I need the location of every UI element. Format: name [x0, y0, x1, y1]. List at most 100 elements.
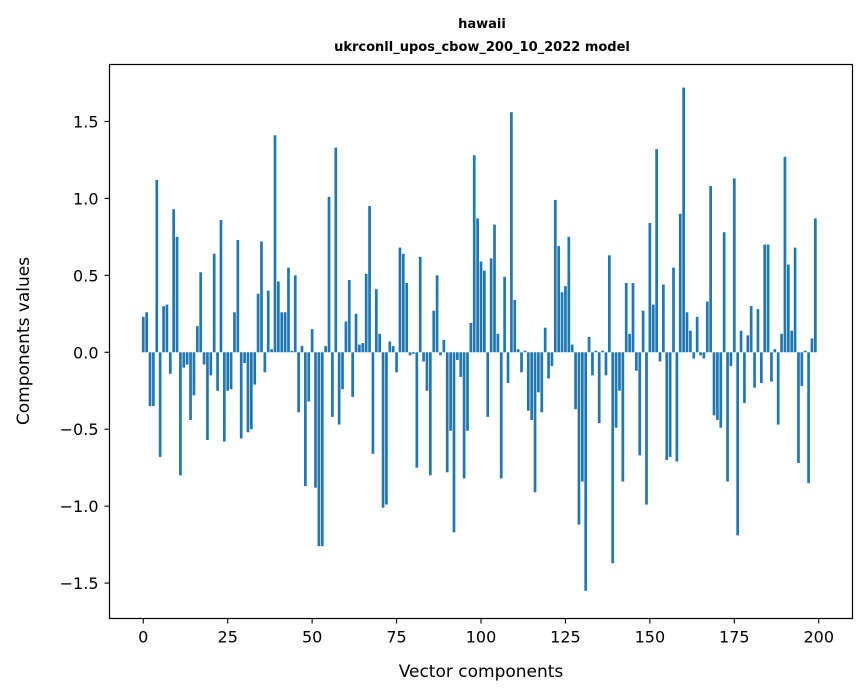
bar — [195, 326, 199, 353]
bar — [428, 352, 432, 476]
bar — [415, 352, 419, 468]
bar — [347, 279, 351, 353]
bar — [486, 352, 490, 417]
x-tick-label: 75 — [386, 628, 406, 647]
x-axis-ticks: 0 25 50 75 100 125 150 175 200 — [138, 618, 834, 647]
bar — [483, 270, 486, 353]
bar — [672, 267, 675, 353]
bar — [651, 304, 655, 353]
bar — [557, 246, 561, 353]
bar — [712, 352, 716, 416]
bar — [682, 87, 685, 353]
bar — [628, 333, 631, 353]
bar — [807, 352, 810, 484]
bar — [148, 352, 152, 407]
bar — [226, 352, 230, 391]
bar — [141, 316, 145, 353]
bar — [675, 352, 679, 462]
bar — [726, 352, 729, 482]
bar — [216, 352, 219, 391]
bar — [719, 352, 723, 428]
bar — [743, 352, 746, 404]
bar — [388, 341, 392, 353]
bar — [374, 289, 378, 353]
bar — [614, 352, 618, 428]
bar — [533, 352, 537, 493]
bar — [570, 344, 574, 353]
bar — [351, 352, 355, 397]
bar — [587, 336, 591, 353]
bar — [814, 218, 817, 353]
bar — [300, 346, 304, 353]
bar — [709, 186, 712, 353]
x-tick-label: 25 — [218, 628, 238, 647]
bar — [753, 352, 756, 388]
bar — [564, 286, 567, 353]
x-tick-label: 150 — [635, 628, 666, 647]
bar — [456, 352, 459, 360]
bar — [746, 335, 750, 353]
bar — [678, 213, 682, 353]
bar — [722, 232, 726, 353]
bar — [189, 352, 192, 420]
bar — [732, 178, 736, 353]
x-tick-label: 0 — [138, 628, 148, 647]
bar — [472, 155, 476, 353]
bar — [510, 112, 513, 353]
bar — [445, 352, 449, 473]
bar — [395, 352, 398, 373]
bar — [432, 310, 436, 353]
bar — [766, 244, 770, 353]
bar — [304, 352, 307, 487]
bar — [314, 352, 317, 488]
bar — [523, 350, 527, 353]
bar — [368, 206, 371, 353]
bar — [496, 333, 500, 353]
bar — [537, 352, 540, 393]
bar — [749, 306, 753, 353]
bar — [793, 247, 797, 353]
bar — [553, 199, 557, 353]
bar — [209, 352, 213, 376]
bar — [790, 330, 794, 353]
bar — [293, 275, 297, 353]
bar — [229, 352, 233, 390]
bar — [641, 310, 645, 353]
bar — [168, 352, 172, 374]
bar — [604, 352, 608, 376]
bar — [493, 224, 496, 353]
y-tick-label: −0.5 — [60, 420, 99, 439]
bar — [422, 352, 425, 362]
bar — [239, 352, 243, 439]
bar — [810, 338, 814, 353]
bar — [354, 313, 358, 353]
bar — [469, 323, 473, 353]
bar — [206, 352, 209, 440]
bar — [591, 352, 594, 376]
x-tick-label: 175 — [719, 628, 750, 647]
bar — [361, 343, 365, 353]
x-tick-label: 125 — [550, 628, 581, 647]
bar — [567, 236, 571, 353]
bar — [601, 350, 604, 353]
bar — [550, 352, 554, 367]
bar — [324, 346, 327, 353]
bar — [631, 283, 635, 353]
bar — [618, 352, 621, 391]
bar — [716, 352, 719, 420]
bar — [702, 352, 706, 359]
bar — [371, 352, 375, 454]
bar — [219, 219, 223, 353]
bar — [283, 312, 287, 353]
bar — [462, 352, 466, 479]
bar — [199, 272, 203, 353]
bar — [763, 244, 767, 353]
bar — [803, 350, 807, 353]
bar — [638, 352, 642, 456]
bar — [185, 352, 189, 365]
bar — [739, 330, 743, 353]
bar — [287, 267, 290, 353]
bar — [584, 352, 588, 591]
y-tick-label: 1.5 — [73, 112, 98, 131]
bar — [479, 261, 483, 353]
